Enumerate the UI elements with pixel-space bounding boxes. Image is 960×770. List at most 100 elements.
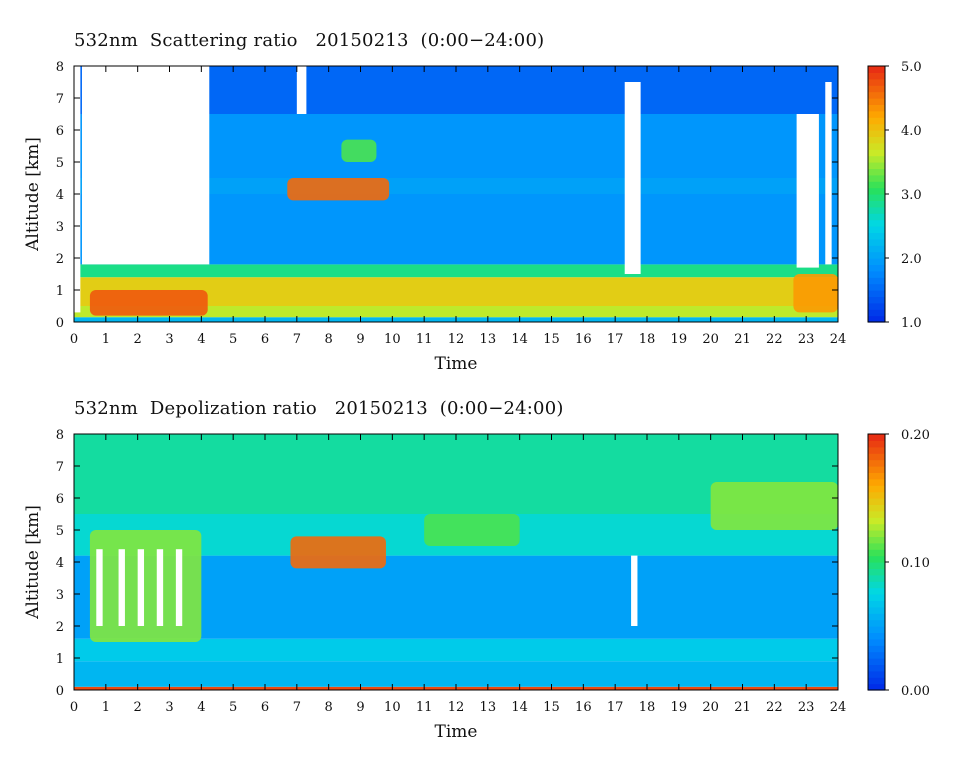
y-tick-label: 8 <box>56 428 64 443</box>
no-data-region <box>796 114 819 268</box>
colorbar-segment <box>868 270 885 278</box>
colorbar-segment <box>868 98 885 105</box>
x-tick-label: 18 <box>639 332 656 347</box>
colorbar-segment <box>868 194 885 201</box>
y-axis-label: Altitude [km] <box>23 505 43 620</box>
colorbar-segment <box>868 117 885 125</box>
depolarization-ratio-chart: 0 1 2 3 4 5 6 7 8 9 10 11 12 13 14 15 16 17 18 19 20 21 22 23 24… <box>23 428 930 742</box>
x-tick-label: 22 <box>766 332 783 347</box>
x-tick-label: 22 <box>766 700 783 715</box>
x-tick-label: 13 <box>480 332 497 347</box>
colorbar-segment <box>868 251 885 259</box>
x-tick-label: 7 <box>293 700 301 715</box>
x-tick-label: 5 <box>229 700 237 715</box>
colorbar-segment <box>868 238 885 246</box>
colorbar-segment <box>868 226 885 233</box>
x-tick-label: 19 <box>671 332 688 347</box>
x-tick-label: 13 <box>480 700 497 715</box>
x-tick-label: 17 <box>607 700 624 715</box>
colorbar-segment <box>868 645 885 653</box>
colorbar-segment <box>868 200 885 208</box>
x-tick-label: 16 <box>575 700 592 715</box>
colorbar-segment <box>868 510 885 518</box>
colorbar-segment <box>868 478 885 486</box>
colorbar-segment <box>868 302 885 310</box>
y-tick-label: 0 <box>56 684 64 699</box>
aerosol-feature <box>793 274 838 313</box>
aerosol-feature <box>89 530 202 642</box>
y-tick-label: 3 <box>56 220 64 235</box>
x-tick-label: 4 <box>197 700 205 715</box>
colorbar-segment <box>868 638 885 646</box>
colorbar-segment <box>868 594 885 601</box>
y-tick-label: 6 <box>56 124 64 139</box>
x-tick-label: 10 <box>384 700 401 715</box>
colorbar-segment <box>868 283 885 291</box>
no-data-region <box>156 549 164 626</box>
colorbar-segment <box>868 459 885 467</box>
x-tick-label: 2 <box>134 700 142 715</box>
x-tick-label: 15 <box>543 700 560 715</box>
no-data-region <box>74 66 81 313</box>
colorbar-label: 0.00 <box>901 684 930 699</box>
y-tick-label: 7 <box>56 460 64 475</box>
colorbar-segment <box>868 206 885 214</box>
colorbar-segment <box>868 517 885 525</box>
x-tick-label: 15 <box>543 332 560 347</box>
x-tick-label: 1 <box>102 332 110 347</box>
colorbar-segment <box>868 446 885 454</box>
colorbar-segment <box>868 568 885 576</box>
chart-title: 532nm Scattering ratio 20150213 (0:00−24… <box>74 30 545 51</box>
colorbar-segment <box>868 219 885 227</box>
colorbar-segment <box>868 258 885 265</box>
colorbar-segment <box>868 123 885 131</box>
x-tick-label: 24 <box>830 700 847 715</box>
no-data-region <box>175 549 183 626</box>
x-axis-label: Time <box>435 354 478 374</box>
x-tick-label: 2 <box>134 332 142 347</box>
colorbar-segment <box>868 168 885 176</box>
x-tick-label: 24 <box>830 332 847 347</box>
y-tick-label: 4 <box>56 556 64 571</box>
colorbar-segment <box>868 542 885 550</box>
x-tick-label: 23 <box>798 332 815 347</box>
colorbar-segment <box>868 296 885 304</box>
colorbar-segment <box>868 466 885 473</box>
colorbar-segment <box>868 613 885 621</box>
colorbar-segment <box>868 498 885 505</box>
x-tick-label: 14 <box>511 700 528 715</box>
x-tick-label: 6 <box>261 700 269 715</box>
x-tick-label: 5 <box>229 332 237 347</box>
colorbar-segment <box>868 587 885 595</box>
aerosol-feature <box>710 482 838 530</box>
colorbar-segment <box>868 136 885 144</box>
x-tick-label: 17 <box>607 332 624 347</box>
x-tick-label: 7 <box>293 332 301 347</box>
y-axis-label: Altitude [km] <box>23 137 43 252</box>
x-tick-label: 18 <box>639 700 656 715</box>
x-tick-label: 21 <box>734 332 751 347</box>
colorbar-label: 1.0 <box>901 316 922 331</box>
colorbar-segment <box>868 232 885 240</box>
x-tick-label: 20 <box>702 700 719 715</box>
colorbar-segment <box>868 187 885 195</box>
no-data-region <box>81 66 210 265</box>
x-tick-label: 0 <box>70 700 78 715</box>
aerosol-feature <box>341 139 377 162</box>
colorbar-segment <box>868 142 885 150</box>
altitude-band <box>74 264 838 278</box>
colorbar-segment <box>868 504 885 512</box>
colorbar-segment <box>868 245 885 253</box>
x-axis-label: Time <box>435 722 478 742</box>
colorbar-segment <box>868 536 885 544</box>
colorbar-segment <box>868 104 885 112</box>
colorbar-label: 2.0 <box>901 252 922 267</box>
x-tick-label: 6 <box>261 332 269 347</box>
x-tick-label: 8 <box>325 332 333 347</box>
scattering-ratio-chart: 0 1 2 3 4 5 6 7 8 9 10 11 12 13 14 15 16 17 18 19 20 21 22 23 24… <box>23 60 922 374</box>
colorbar-segment <box>868 78 885 86</box>
colorbar-segment <box>868 264 885 272</box>
x-tick-label: 12 <box>448 700 465 715</box>
colorbar-segment <box>868 574 885 582</box>
colorbar-segment <box>868 309 885 317</box>
